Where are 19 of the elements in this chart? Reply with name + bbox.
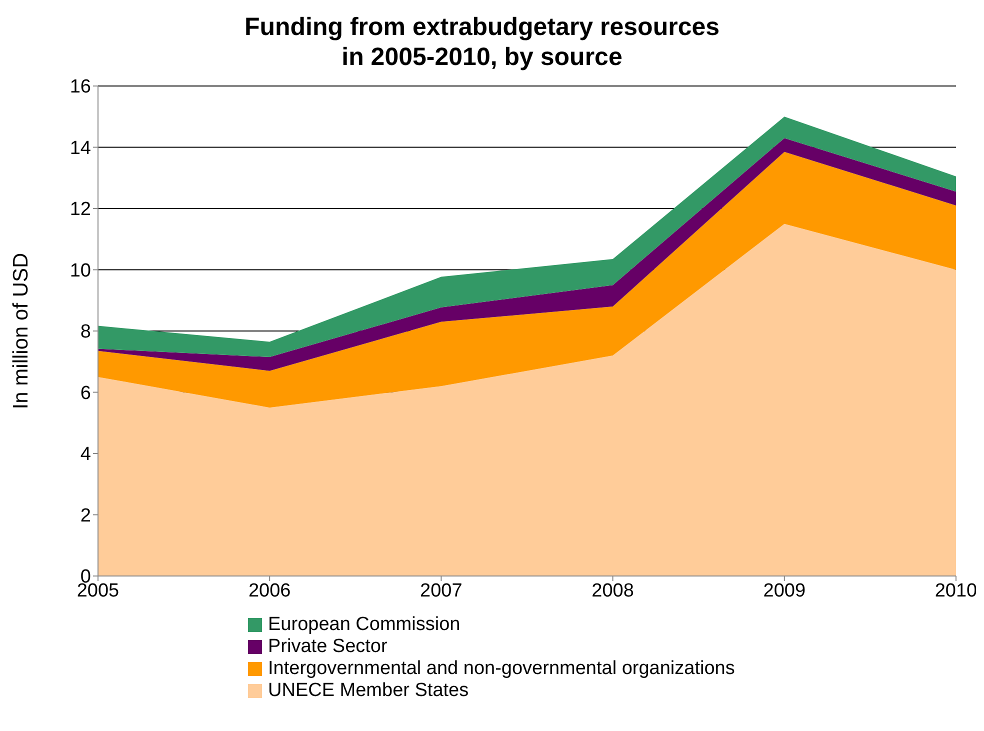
chart-title: Funding from extrabudgetary resources in 2005-2010, by source <box>243 12 721 72</box>
y-tick-label: 4 <box>80 444 92 466</box>
legend-label: Private Sector <box>268 636 388 658</box>
x-tick-label: 2008 <box>592 580 634 602</box>
y-tick-label: 2 <box>80 505 91 526</box>
legend-label: European Commission <box>268 614 460 636</box>
x-tick-label: 2007 <box>420 580 462 602</box>
y-tick-label: 12 <box>70 199 91 220</box>
legend-label: Intergovernmental and non-governmental organizations <box>268 658 735 680</box>
y-tick-label: 6 <box>80 382 91 404</box>
legend-label: UNECE Member States <box>268 680 469 702</box>
x-tick-label: 2010 <box>934 580 978 602</box>
y-tick-label: 14 <box>70 138 92 159</box>
y-tick-label: 10 <box>70 260 91 282</box>
y-tick-label: 8 <box>80 322 91 343</box>
y-tick-label: 16 <box>70 76 91 98</box>
x-tick-label: 2009 <box>763 580 806 602</box>
x-tick-label: 2006 <box>248 580 291 602</box>
y-axis-title: In million of USD <box>9 252 32 410</box>
